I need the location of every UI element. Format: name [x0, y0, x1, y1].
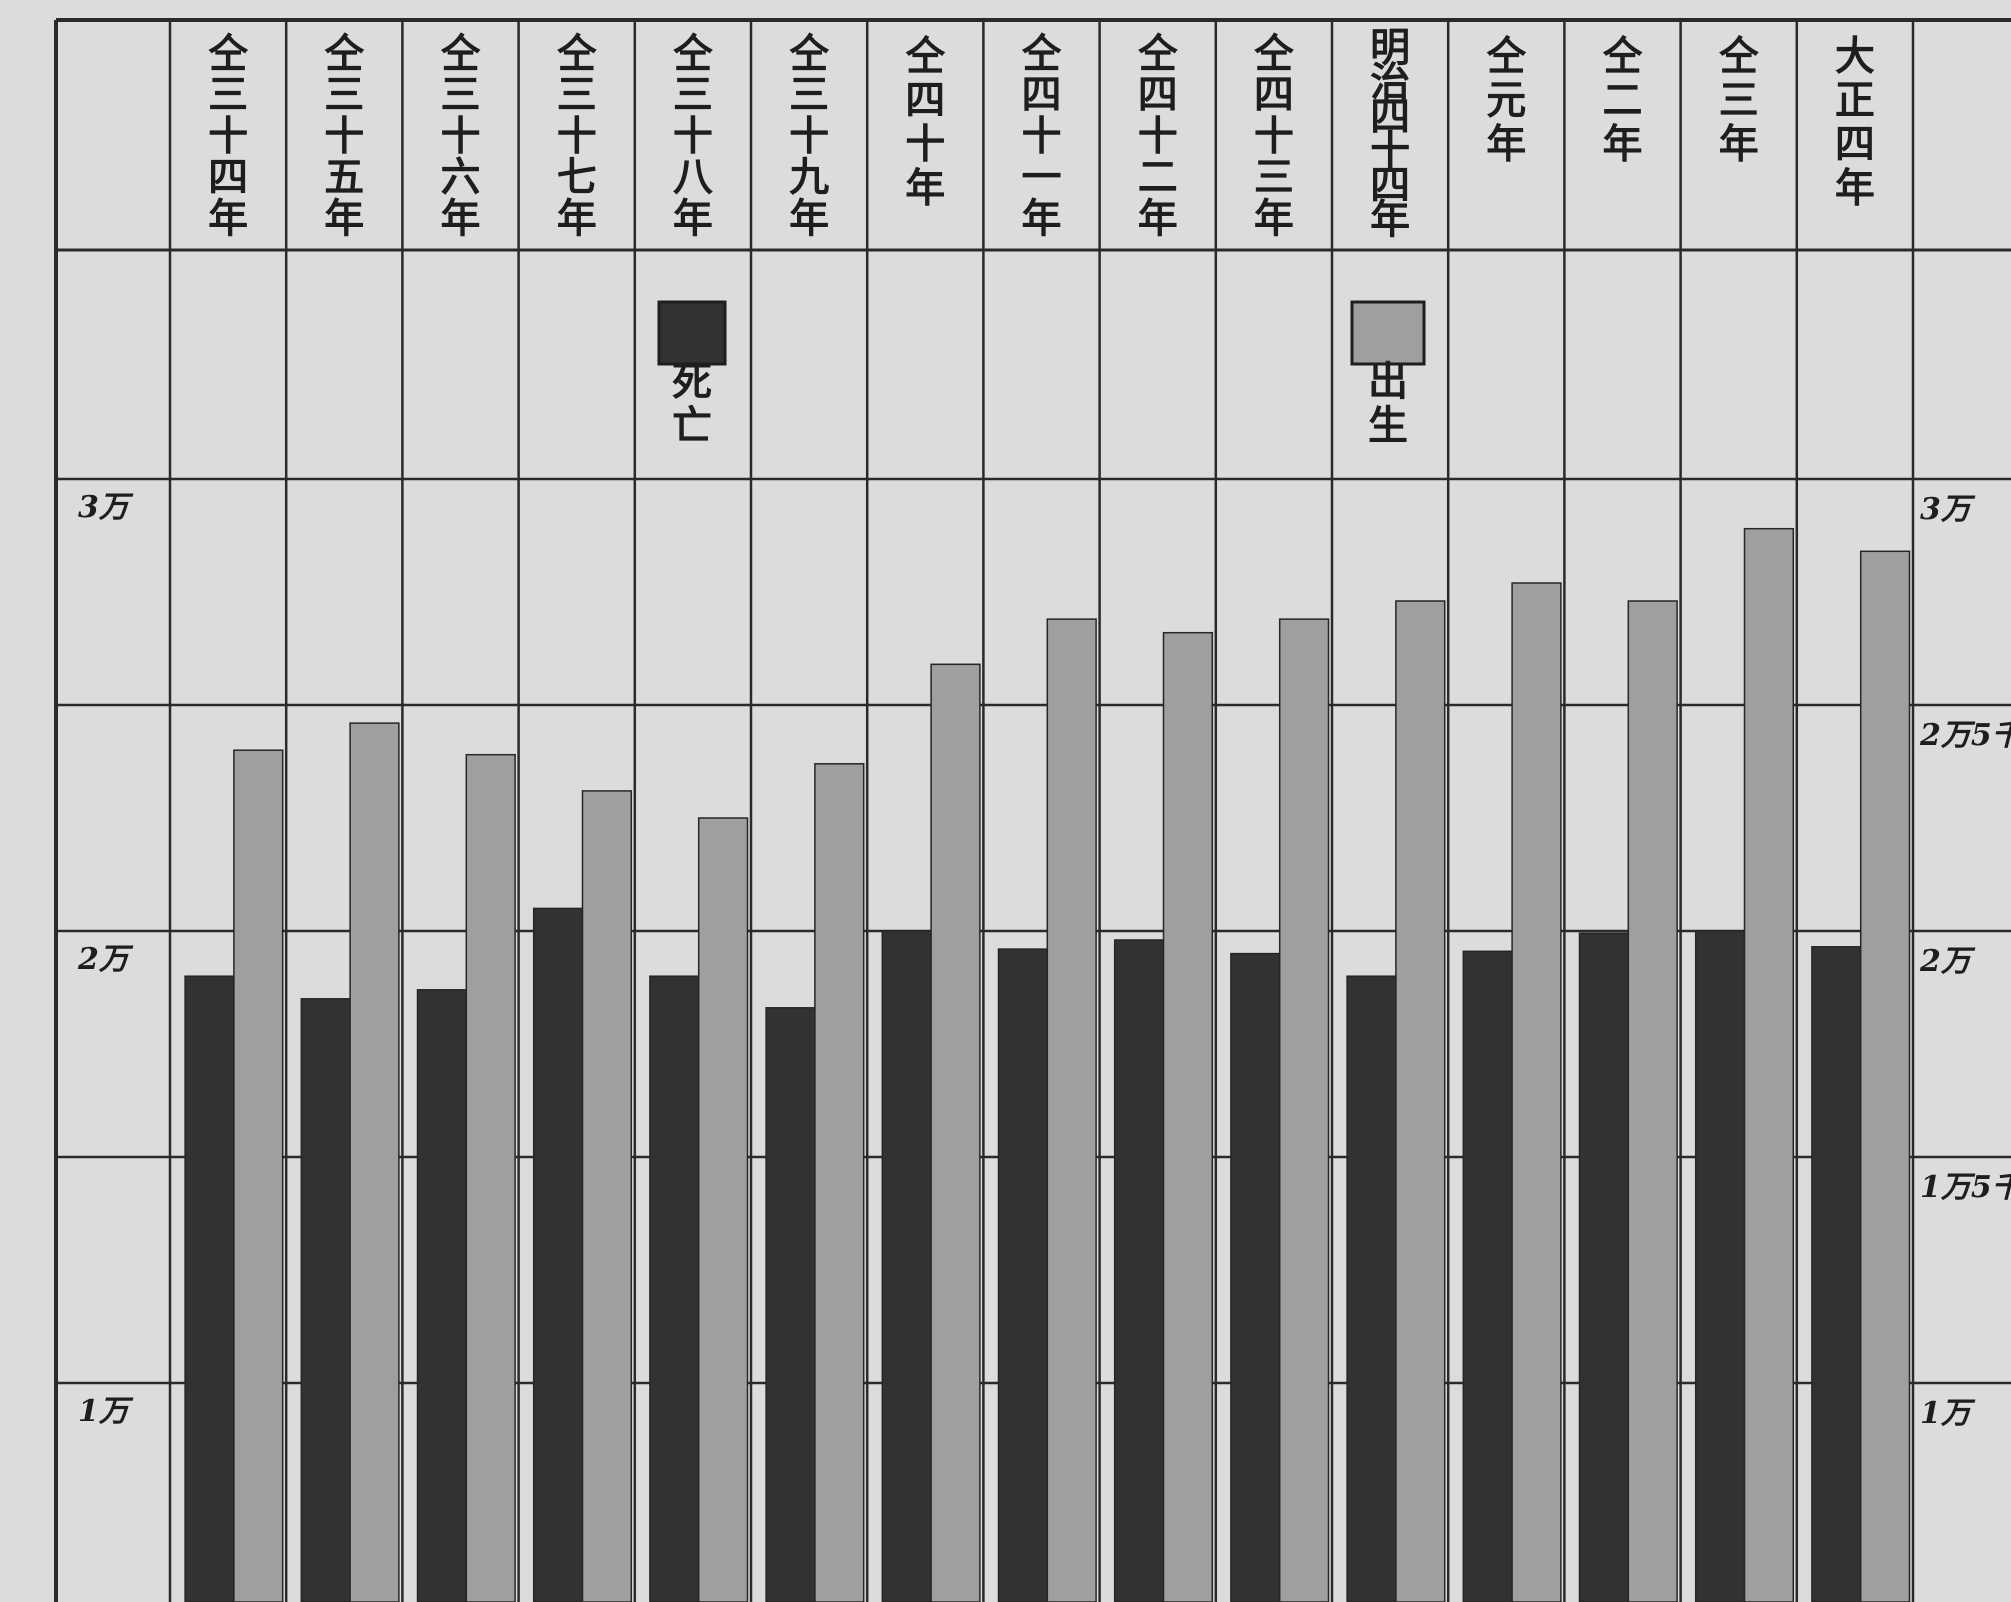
bar-birth-10: [1395, 600, 1446, 1602]
y-tick-label-left: 1万: [78, 1394, 134, 1429]
y-tick-label-left: 2万: [77, 942, 134, 977]
bar-death-7: [997, 948, 1049, 1602]
bar-birth-14: [1859, 550, 1911, 1602]
bar-birth-9: [1278, 618, 1330, 1602]
bar-birth-8: [1162, 631, 1214, 1602]
y-tick-label-left: 3万: [78, 490, 134, 525]
bar-death-12: [1578, 932, 1630, 1602]
category-labels: 仝三十四年 仝三十五年 仝三十六年 仝三十七年 仝三十八年 仝三十九年 仝四十年 仝四十一年 仝…: [208, 24, 1875, 243]
bar-death-5: [765, 1007, 816, 1602]
legend-label-death: 死亡: [672, 358, 712, 449]
category-label: 仝三十四年: [208, 30, 249, 242]
legend-swatch-birth: [1350, 300, 1426, 366]
bar-death-11: [1462, 950, 1513, 1602]
bar-birth-0: [233, 749, 284, 1602]
category-label: 大正四年: [1835, 32, 1875, 211]
bar-birth-11: [1511, 582, 1562, 1602]
category-label: 仝三年: [1719, 32, 1760, 167]
bars: [184, 527, 1911, 1602]
category-label: 仝三十八年: [673, 30, 714, 242]
bar-death-13: [1694, 930, 1746, 1602]
category-label: 仝元年: [1486, 32, 1527, 167]
category-label: 仝三十五年: [324, 30, 365, 242]
bar-death-4: [649, 975, 700, 1602]
bar-birth-5: [814, 763, 865, 1602]
legend-label-birth: 出生: [1368, 358, 1408, 449]
bar-death-2: [416, 989, 468, 1602]
y-tick-label-right: 2万: [1919, 944, 1976, 979]
category-label: 仝三十七年: [557, 30, 598, 242]
bar-birth-3: [581, 790, 633, 1602]
bar-death-3: [532, 907, 584, 1602]
bar-birth-4: [697, 817, 749, 1602]
bar-death-1: [300, 998, 351, 1602]
y-tick-label-right: 3万: [1920, 492, 1976, 527]
y-tick-label-right: 1万5千: [1920, 1170, 2011, 1205]
category-label: 仝四十年: [905, 32, 946, 211]
bar-birth-12: [1627, 600, 1678, 1602]
category-label: 仝四十三年: [1254, 30, 1295, 242]
bar-death-9: [1230, 952, 1281, 1602]
bar-death-10: [1346, 975, 1397, 1602]
bar-birth-13: [1743, 527, 1795, 1602]
category-label: 明治四十四年: [1370, 24, 1410, 243]
bar-birth-7: [1046, 618, 1097, 1602]
legend: 死亡 出生: [657, 300, 1426, 449]
grid: [54, 18, 2011, 1602]
y-tick-label-right: 2万5千: [1919, 718, 2011, 753]
bar-birth-6: [930, 663, 981, 1602]
bar-birth-1: [349, 722, 400, 1602]
bar-death-14: [1811, 946, 1862, 1602]
category-label: 仝四十二年: [1138, 30, 1179, 242]
bar-death-6: [881, 930, 932, 1602]
category-label: 仝二年: [1603, 32, 1644, 167]
category-label: 仝四十一年: [1022, 30, 1063, 242]
bar-death-0: [184, 975, 235, 1602]
bar-death-8: [1113, 939, 1165, 1602]
bar-birth-2: [465, 753, 516, 1602]
y-tick-labels: 1万 1万 1万5千 2万 2万 2万5千 3万 3万: [77, 490, 2011, 1431]
category-label: 仝三十六年: [441, 30, 482, 242]
category-label: 仝三十九年: [789, 30, 830, 242]
y-tick-label-right: 1万: [1920, 1396, 1976, 1431]
legend-swatch-death: [657, 300, 727, 366]
